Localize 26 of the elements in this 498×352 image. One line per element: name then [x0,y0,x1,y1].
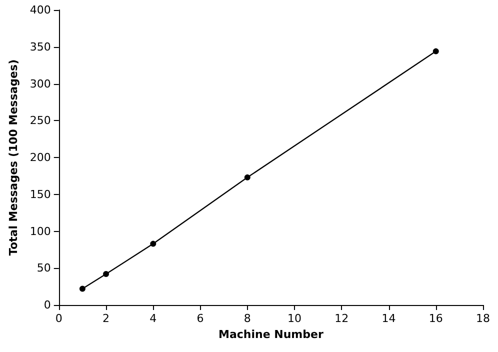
point [103,271,110,278]
y-tick-label: 350 [30,40,51,54]
y-tick-label: 0 [44,298,51,312]
y-tick-label: 150 [30,188,51,201]
x-tick-label: 4 [150,312,157,325]
point [150,240,156,247]
x-tick-label: 14 [382,312,396,325]
y-tick-label: 200 [30,151,51,164]
y-tick-label: 50 [36,262,51,275]
y-tick-label: 100 [30,224,51,238]
x-tick-label: 8 [244,312,251,325]
point [244,174,250,180]
x-tick-label: 6 [196,312,204,325]
y-tick-label: 250 [30,114,51,128]
x-tick-label: 16 [428,312,443,325]
x-tick-label: 2 [102,312,110,325]
y-axis-title: Total Messages (100 Messages) [7,59,20,256]
point [432,48,439,54]
x-axis-title: Machine Number [218,328,324,341]
point [79,286,86,292]
y-tick-label: 400 [30,4,51,16]
x-tick-label: 0 [55,312,62,325]
x-tick-label: 18 [476,312,490,325]
x-tick-label: 12 [334,312,349,325]
x-tick-label: 10 [288,312,302,325]
y-tick-label: 300 [30,77,51,90]
